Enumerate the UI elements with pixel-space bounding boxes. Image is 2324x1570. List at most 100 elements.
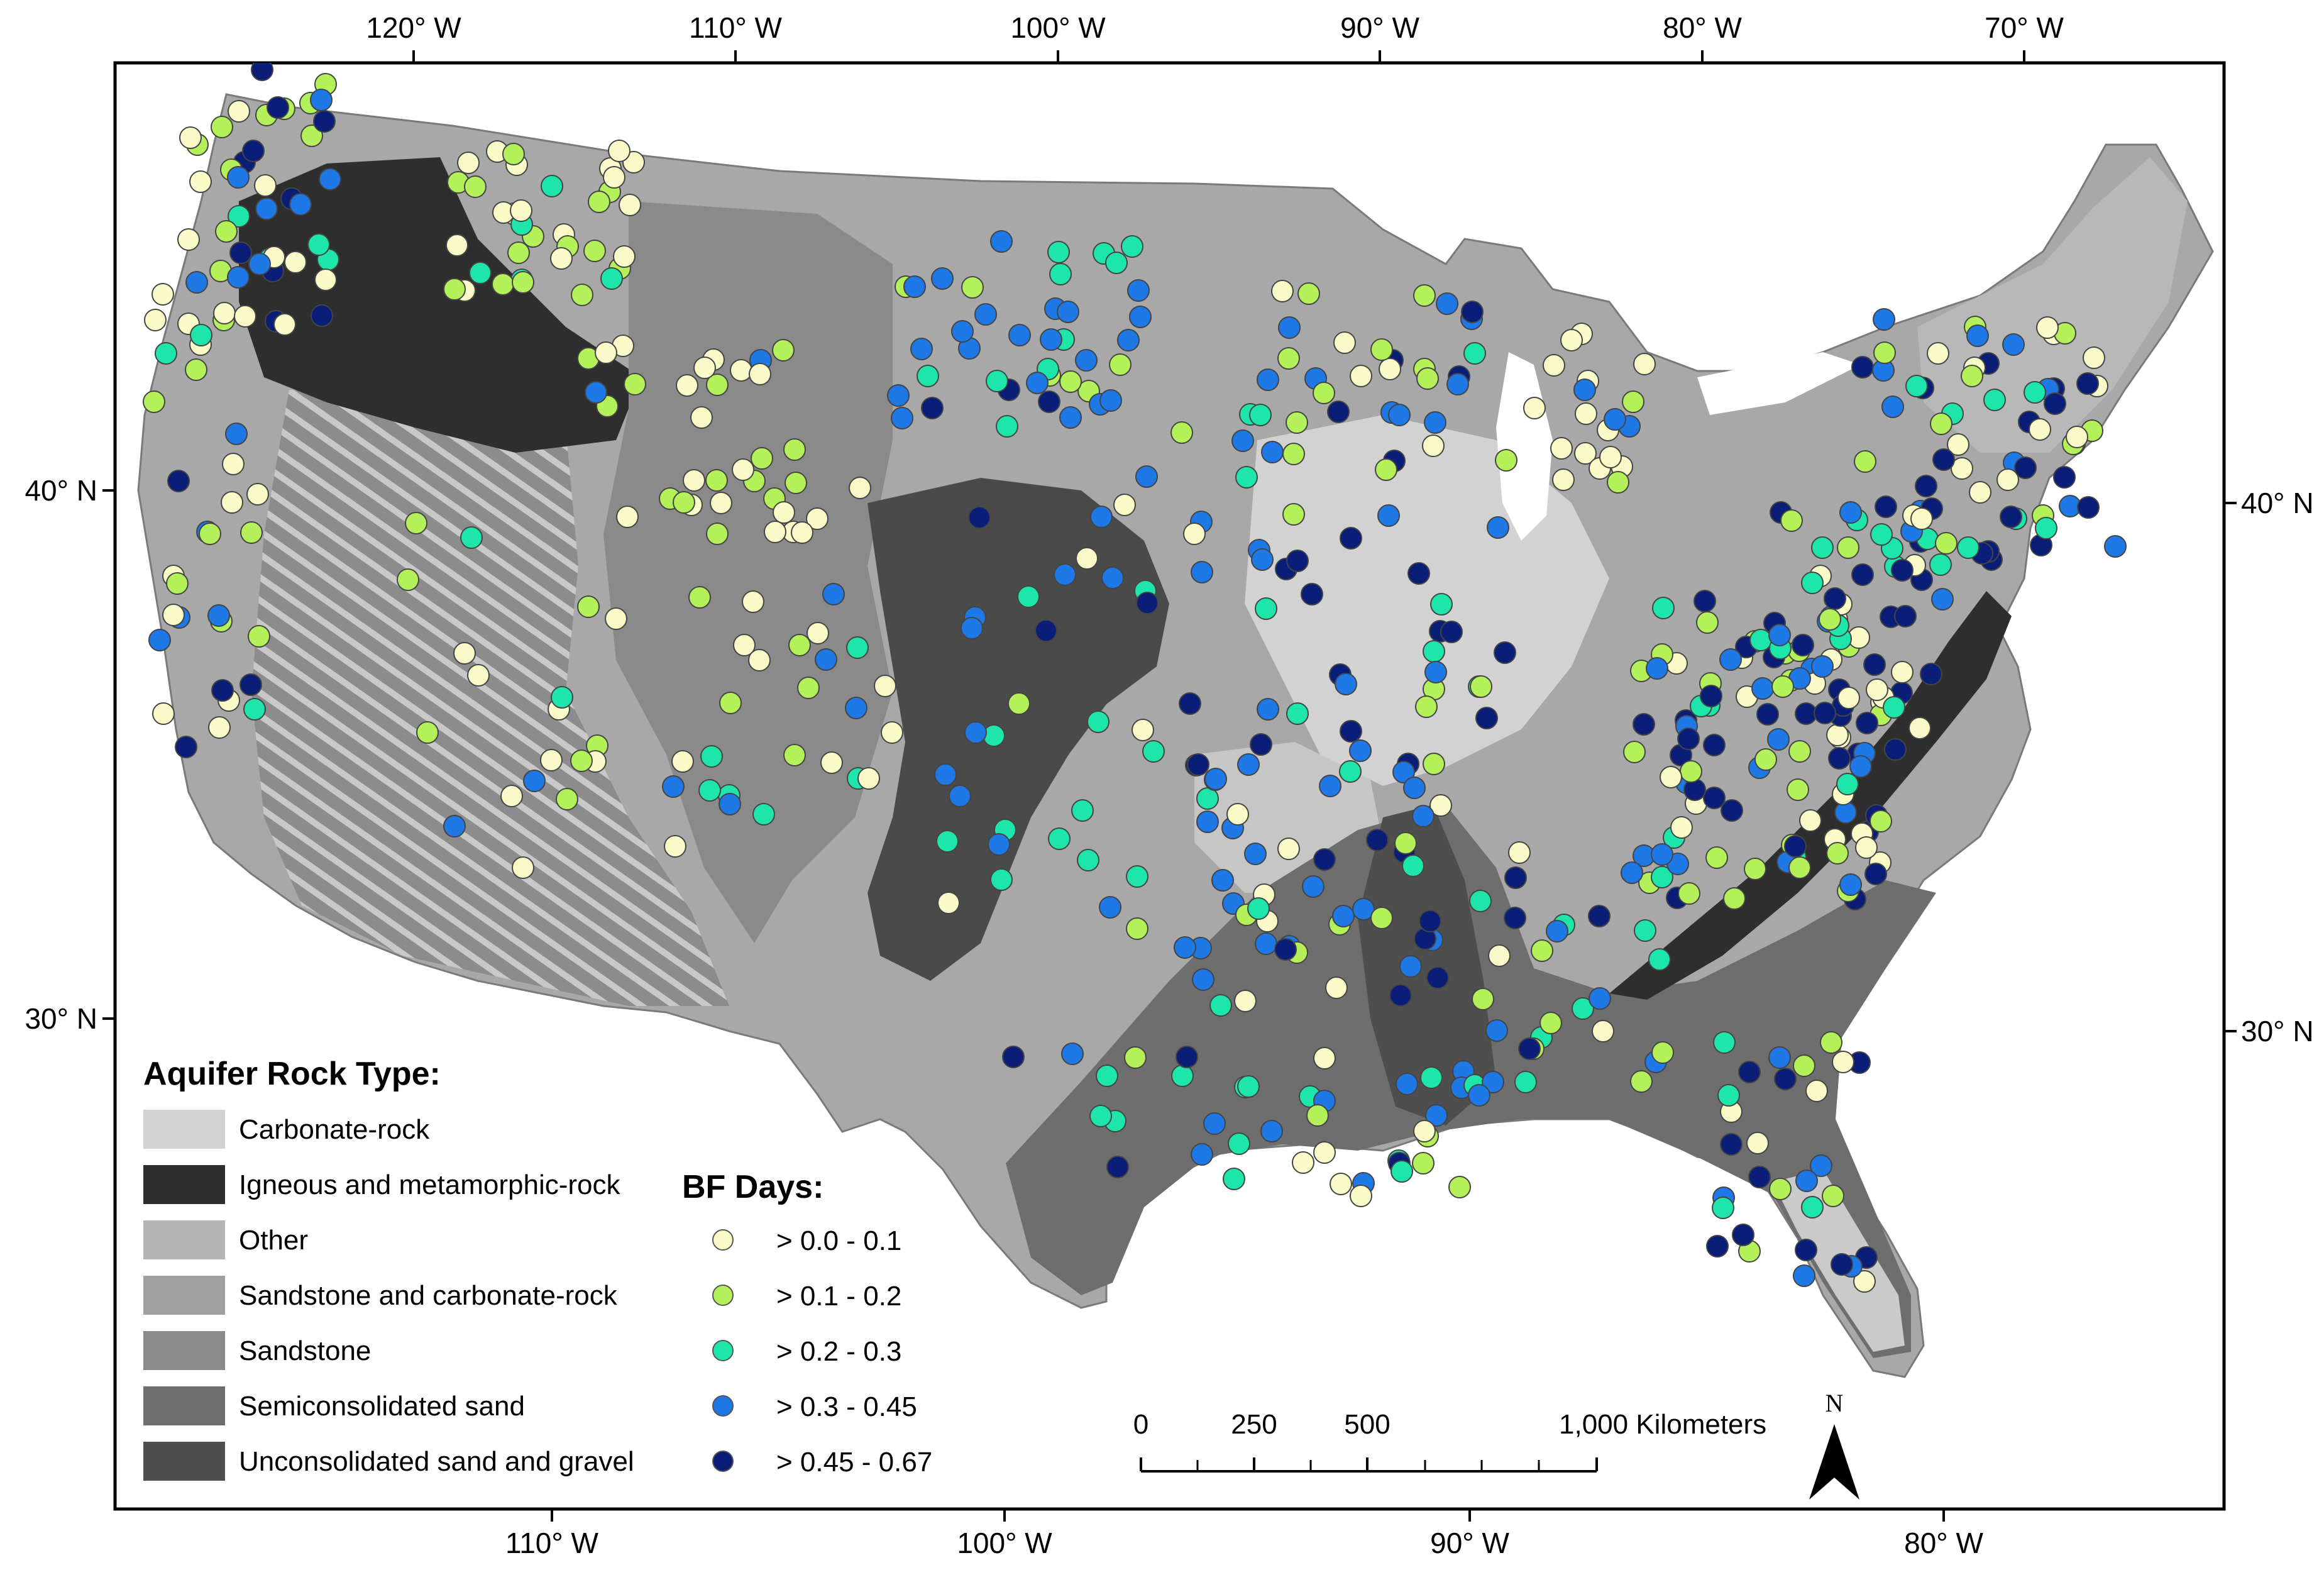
station-dot xyxy=(751,447,773,470)
station-dot xyxy=(1822,1185,1844,1207)
station-dot xyxy=(1652,597,1675,619)
station-dot xyxy=(1920,663,1942,685)
station-dot xyxy=(1748,1166,1771,1188)
station-dot xyxy=(1249,404,1272,426)
station-dot xyxy=(460,526,483,549)
station-dot xyxy=(289,193,312,216)
station-dot xyxy=(1132,719,1154,741)
scale-label-0: 0 xyxy=(1133,1409,1148,1440)
station-dot xyxy=(1124,1046,1147,1069)
station-dot xyxy=(1440,621,1463,643)
rock-legend-label: Sandstone and carbonate-rock xyxy=(239,1280,618,1311)
station-dot xyxy=(1204,768,1227,790)
station-dot xyxy=(1589,987,1611,1010)
station-dot xyxy=(1388,404,1411,426)
station-dot xyxy=(1257,368,1279,391)
station-dot xyxy=(1795,1239,1817,1261)
station-dot xyxy=(1402,854,1424,877)
station-dot xyxy=(1514,1071,1537,1093)
station-dot xyxy=(730,359,752,382)
north-arrow-icon xyxy=(1809,1424,1859,1500)
station-dot xyxy=(1413,1120,1436,1142)
scale-label-250: 250 xyxy=(1231,1409,1277,1440)
station-dot xyxy=(1795,1169,1818,1192)
rock-legend-label: Sandstone xyxy=(239,1335,371,1366)
station-dot xyxy=(1306,1104,1329,1127)
station-dot xyxy=(1744,858,1766,880)
station-dot xyxy=(213,302,236,324)
station-dot xyxy=(749,363,771,385)
station-dot xyxy=(664,835,686,858)
scale-bar: 0 250 500 1,000 Kilometers xyxy=(1133,1409,1766,1473)
station-dot xyxy=(1101,567,1124,589)
station-dot xyxy=(961,276,984,299)
station-dot xyxy=(1592,1020,1614,1042)
station-dots xyxy=(143,63,2127,1293)
station-dot xyxy=(1700,685,1722,707)
station-dot xyxy=(1075,349,1098,372)
bottom-tick-90w: 90° W xyxy=(1430,1527,1509,1559)
station-dot xyxy=(1853,1270,1876,1293)
station-dot xyxy=(1795,702,1817,725)
station-dot xyxy=(211,116,233,138)
station-dot xyxy=(1573,379,1596,401)
station-dot xyxy=(1837,687,1860,709)
station-dot xyxy=(1126,865,1148,888)
left-tick-30n: 30° N xyxy=(25,1002,97,1035)
station-dot xyxy=(822,583,845,605)
station-dot xyxy=(166,572,189,595)
station-dot xyxy=(1047,241,1070,263)
station-dot xyxy=(2024,381,2046,404)
station-dot xyxy=(1277,838,1300,860)
station-dot xyxy=(616,506,639,528)
station-dot xyxy=(1170,421,1193,444)
station-dot xyxy=(820,751,843,774)
basin-range xyxy=(251,390,729,1006)
station-dot xyxy=(1915,475,1937,497)
station-dot xyxy=(1780,509,1803,532)
station-dot xyxy=(1048,827,1071,850)
station-dot xyxy=(254,174,277,197)
station-dot xyxy=(1099,389,1122,412)
station-dot xyxy=(1495,449,1517,472)
station-dot xyxy=(242,140,265,162)
station-dot xyxy=(2104,535,2127,558)
station-dot xyxy=(683,469,705,492)
station-dot xyxy=(1407,562,1430,585)
station-dot xyxy=(179,126,202,149)
scale-label-500: 500 xyxy=(1344,1409,1390,1440)
station-dot xyxy=(1061,1042,1084,1065)
station-dot xyxy=(570,749,593,772)
station-dot xyxy=(1035,619,1057,642)
station-dot xyxy=(1793,1054,1815,1077)
station-dot xyxy=(319,168,341,191)
station-dot xyxy=(1235,466,1258,489)
bottom-tick-100w: 100° W xyxy=(957,1527,1052,1559)
rock-legend-swatch xyxy=(143,1386,225,1425)
station-dot xyxy=(1894,605,1917,627)
station-dot xyxy=(1769,1178,1792,1200)
station-dot xyxy=(1793,1264,1815,1287)
station-dot xyxy=(1228,1132,1250,1155)
station-dot xyxy=(1746,1132,1769,1154)
station-dot xyxy=(936,830,959,853)
bf-legend-label: > 0.1 - 0.2 xyxy=(776,1281,901,1312)
station-dot xyxy=(1127,279,1150,302)
station-dot xyxy=(1751,677,1774,700)
station-dot xyxy=(469,262,492,284)
station-dot xyxy=(1546,920,1568,943)
bf-legend-marker xyxy=(712,1395,734,1417)
station-dot xyxy=(1282,443,1305,465)
station-dot xyxy=(397,568,419,591)
station-dot xyxy=(2066,426,2088,448)
station-dot xyxy=(1106,1156,1129,1178)
station-dot xyxy=(1824,587,1846,610)
station-dot xyxy=(585,381,607,404)
station-dot xyxy=(556,788,578,810)
station-dot xyxy=(1415,695,1438,718)
station-dot xyxy=(240,673,262,696)
station-dot xyxy=(1470,675,1492,698)
lake-erie xyxy=(1697,352,1861,415)
station-dot xyxy=(1870,523,1893,546)
station-dot xyxy=(492,273,514,296)
